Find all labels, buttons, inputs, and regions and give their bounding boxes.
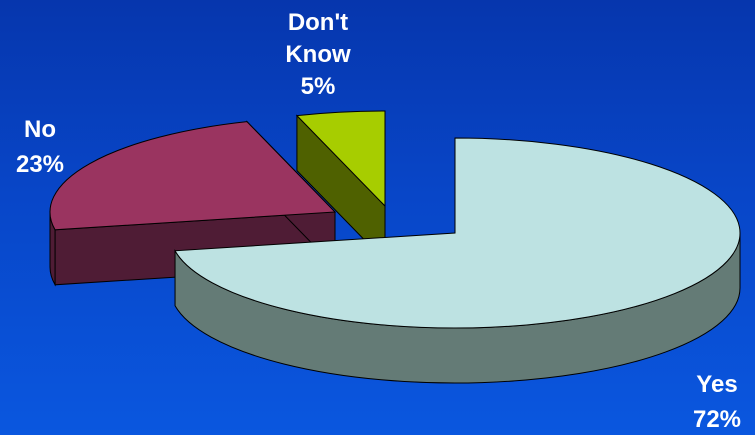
slice-layer — [49, 110, 741, 384]
label-layer: Yes 72% No 23% Don't Know 5% — [16, 9, 741, 433]
data-label-no: No 23% — [16, 116, 64, 178]
pie-slice-yes-top — [174, 137, 741, 329]
data-label-don-t-know-line-3: 5% — [301, 73, 336, 100]
pie-slice-don-t-know — [295, 110, 386, 263]
data-label-don-t-know-line-1: Don't — [288, 9, 348, 36]
data-label-don-t-know-line-2: Know — [285, 41, 351, 68]
pie-slice-no — [49, 120, 337, 287]
data-label-yes-line-2: 72% — [693, 406, 741, 433]
pie-slice-don-t-know-top — [295, 110, 386, 208]
pie-slice-no-top — [49, 121, 337, 231]
data-label-don-t-know: Don't Know 5% — [285, 9, 351, 100]
data-label-no-line-1: No — [24, 116, 56, 143]
data-label-no-line-2: 23% — [16, 151, 64, 178]
pie-slice-yes — [174, 137, 741, 384]
data-label-yes: Yes 72% — [693, 371, 741, 433]
data-label-yes-line-1: Yes — [696, 371, 737, 398]
